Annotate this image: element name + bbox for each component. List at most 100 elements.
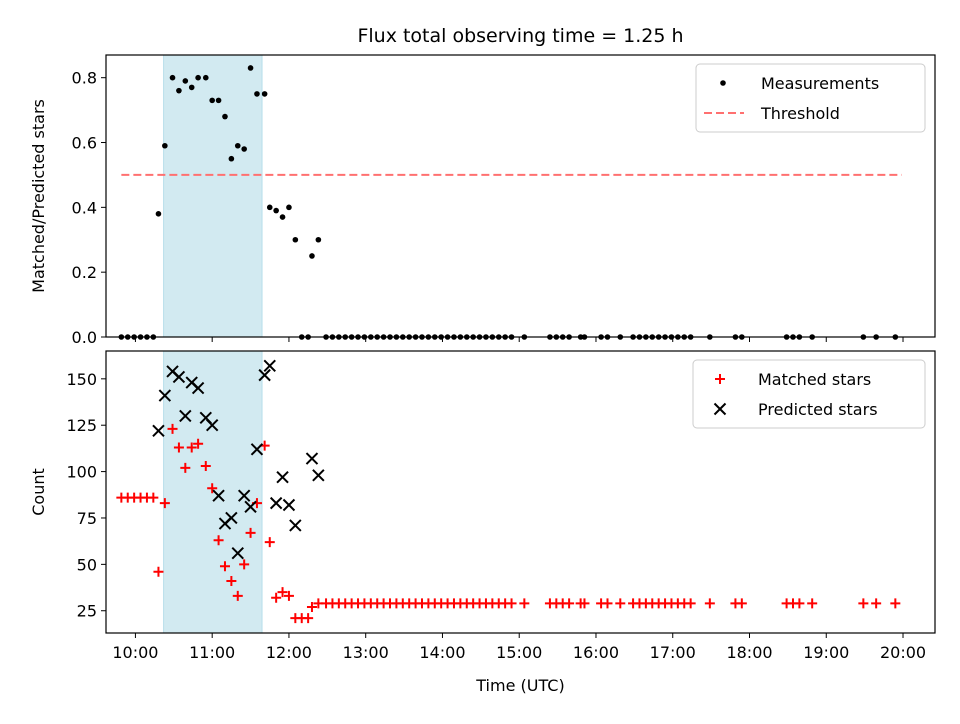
- bottom-plus-17: [226, 576, 237, 587]
- top-legend: Measurements Threshold: [695, 63, 926, 133]
- bottom-xtick-label-1: 11:00: [189, 643, 235, 662]
- bottom-x-3: [172, 370, 186, 384]
- bottom-ytick-label-4: 125: [66, 416, 97, 435]
- bottom-plus-20: [245, 527, 256, 538]
- bottom-x-16: [258, 368, 271, 382]
- bottom-x-axis-label: Time (UTC): [475, 676, 564, 695]
- bottom-plus-71: [615, 598, 626, 609]
- bottom-y-axis-label: Count: [29, 468, 48, 516]
- bottom-plus-61: [506, 598, 517, 609]
- bottom-x-8: [205, 419, 219, 432]
- bottom-x-21: [289, 519, 302, 532]
- bottom-legend-label-0: Matched stars: [758, 370, 871, 389]
- bottom-plus-70: [602, 598, 613, 609]
- top-point-22: [261, 91, 268, 97]
- top-axes-frame: [105, 54, 936, 338]
- bottom-ytick-label-5: 150: [66, 370, 97, 389]
- bottom-plus-11: [186, 442, 197, 453]
- bottom-x-18: [269, 496, 283, 510]
- top-point-9: [176, 87, 182, 94]
- bottom-plus-6: [153, 566, 164, 577]
- bottom-panel: 25 50 75 100 125 150 10:00 11:00 12:00 13:00 14:00…: [29, 350, 936, 695]
- bottom-plus-5: [148, 492, 159, 503]
- top-ytick-label-2: 0.4: [72, 198, 97, 217]
- bottom-xtick-label-0: 10:00: [112, 643, 158, 662]
- bottom-plus-12: [193, 438, 204, 449]
- bottom-x-15: [250, 443, 264, 456]
- bottom-xtick-label-4: 14:00: [419, 643, 465, 662]
- top-point-17: [228, 155, 235, 162]
- bottom-plus-8: [167, 423, 178, 434]
- bottom-plus-9: [173, 442, 184, 453]
- top-point-11: [188, 84, 195, 91]
- bottom-plus-15: [213, 535, 224, 546]
- bottom-plus-66: [564, 598, 575, 609]
- bottom-xtick-label-5: 15:00: [496, 643, 542, 662]
- top-point-18: [234, 142, 241, 149]
- bottom-x-12: [231, 547, 244, 560]
- bottom-plus-10: [180, 462, 191, 473]
- bottom-plus-25: [277, 587, 288, 598]
- top-point-6: [155, 211, 162, 217]
- top-highlight-span: [163, 54, 263, 338]
- bottom-x-0: [152, 424, 165, 437]
- bottom-plus-91: [890, 598, 901, 609]
- top-point-8: [169, 74, 176, 81]
- bottom-plus-68: [579, 598, 590, 609]
- bottom-plus-7: [159, 498, 170, 509]
- bottom-x-20: [282, 498, 296, 512]
- bottom-xtick-label-7: 17:00: [650, 643, 696, 662]
- top-point-15: [215, 97, 222, 104]
- bottom-xtick-label-3: 13:00: [343, 643, 389, 662]
- top-point-20: [247, 65, 254, 71]
- bottom-plus-13: [200, 461, 211, 472]
- bottom-x-9: [212, 489, 225, 502]
- bottom-ytick-label-2: 75: [77, 509, 97, 528]
- bottom-plus-62: [519, 598, 530, 609]
- bottom-plus-81: [685, 598, 696, 609]
- top-point-30: [309, 253, 315, 259]
- bottom-legend-box: [692, 359, 926, 429]
- bottom-xtick-label-10: 20:00: [880, 643, 926, 662]
- bottom-xtick-label-9: 19:00: [803, 643, 849, 662]
- bottom-plus-18: [232, 590, 243, 601]
- top-point-21: [254, 91, 260, 97]
- bottom-x-1: [158, 389, 172, 402]
- bottom-xtick-label-8: 18:00: [726, 643, 772, 662]
- bottom-x-11: [225, 511, 238, 525]
- bottom-x-4: [179, 409, 192, 423]
- bottom-plus-87: [794, 598, 805, 609]
- top-point-14: [209, 97, 215, 104]
- bottom-xtick-label-6: 16:00: [573, 643, 619, 662]
- bottom-axes-frame: [105, 350, 936, 634]
- bottom-x-13: [237, 489, 251, 502]
- top-point-7: [162, 142, 168, 149]
- bottom-series-1: [152, 359, 325, 560]
- bottom-ytick-label-1: 50: [77, 555, 97, 574]
- bottom-series-0: [116, 423, 901, 624]
- bottom-plus-90: [871, 598, 882, 609]
- bottom-legend: Matched stars Predicted stars: [692, 359, 926, 429]
- bottom-legend-marker-1: [713, 402, 727, 416]
- bottom-plus-19: [239, 559, 250, 570]
- top-point-10: [182, 78, 189, 84]
- top-point-26: [286, 204, 292, 211]
- top-chart-title: Flux total observing time = 1.25 h: [357, 25, 683, 47]
- bottom-plus-82: [704, 598, 715, 609]
- bottom-x-22: [305, 452, 319, 465]
- bottom-plus-88: [807, 598, 818, 609]
- top-point-27: [292, 236, 299, 243]
- top-ytick-label-0: 0.0: [72, 328, 97, 347]
- bottom-xtick-label-2: 12:00: [266, 643, 312, 662]
- top-point-25: [279, 214, 286, 220]
- top-point-23: [266, 204, 273, 211]
- bottom-legend-marker-0: [715, 374, 725, 384]
- bottom-x-6: [191, 381, 205, 395]
- bottom-plus-23: [264, 537, 275, 548]
- top-point-16: [222, 113, 228, 120]
- bottom-plus-29: [303, 613, 314, 624]
- top-legend-label-0: Measurements: [761, 74, 879, 93]
- top-panel: 0.0 0.2 0.4 0.6 0.8 Flux total observing time…: [29, 25, 936, 347]
